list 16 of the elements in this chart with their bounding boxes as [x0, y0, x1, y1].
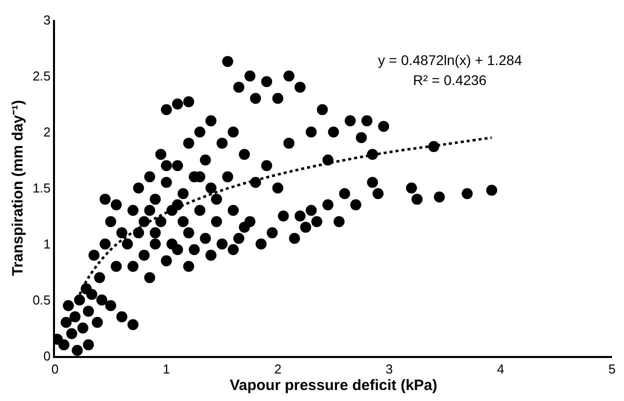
y-tick-label: 2.5 [32, 68, 51, 84]
y-tick-label: 3 [43, 12, 51, 28]
x-tick-label: 1 [162, 361, 170, 376]
x-axis-title: Vapour pressure deficit (kPa) [230, 376, 438, 394]
y-tick-label: 2 [43, 124, 51, 140]
y-tick-label: 0 [43, 348, 51, 364]
x-tick-label: 4 [496, 361, 504, 376]
y-tick-label: 1.5 [32, 180, 51, 196]
y-tick-label: 1 [43, 236, 51, 252]
y-axis-title: Transpiration (mm day⁻¹) [9, 100, 26, 276]
x-tick-label: 3 [386, 361, 393, 376]
y-tick-label: 0.5 [32, 292, 51, 308]
annotation: R² = 0.4236 [413, 72, 487, 88]
x-tick-label: 2 [274, 361, 282, 376]
x-tick-label: 5 [608, 361, 616, 376]
annotation: y = 0.4872ln(x) + 1.284 [378, 52, 522, 68]
